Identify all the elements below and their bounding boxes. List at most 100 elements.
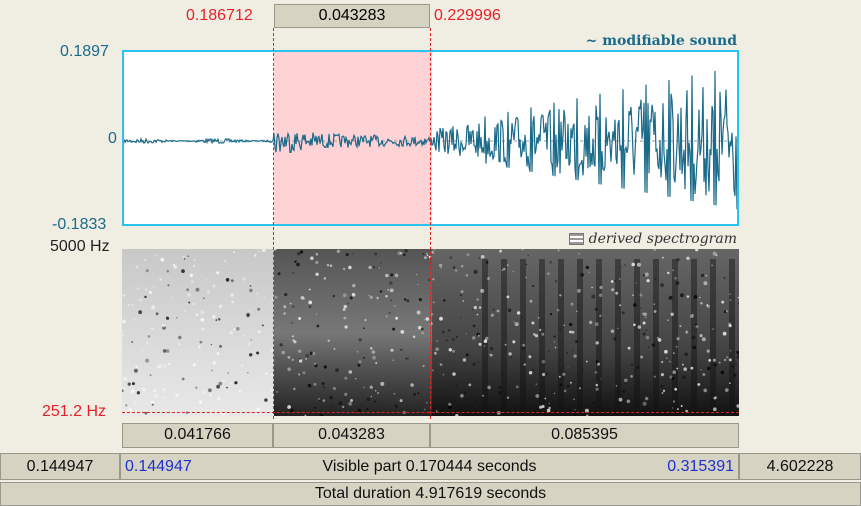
spec-speckle-dot [585, 360, 588, 363]
spec-speckle-dot [578, 387, 581, 390]
spec-speckle-dot [402, 253, 406, 257]
spec-speckle-dot [363, 327, 365, 330]
spec-speckle-dot [498, 386, 501, 389]
spec-speckle-dot [202, 390, 206, 395]
spec-speckle-dot [462, 300, 465, 302]
spec-speckle-dot [366, 397, 371, 401]
spec-speckle-dot [364, 319, 367, 321]
spec-speckle-dot [667, 271, 670, 275]
spec-speckle-dot [572, 349, 574, 351]
spec-speckle-dot [699, 296, 701, 299]
spec-speckle-dot [451, 337, 455, 341]
visible-left-outer-button[interactable]: 0.144947 [0, 453, 120, 480]
spec-speckle-dot [293, 387, 296, 391]
spec-speckle-dot [555, 280, 558, 283]
spec-speckle-dot [400, 348, 403, 351]
spec-speckle-dot [703, 281, 708, 286]
segment-after-button[interactable]: 0.085395 [430, 423, 739, 448]
spec-speckle-dot [487, 385, 491, 390]
total-duration-button[interactable]: Total duration 4.917619 seconds [0, 482, 861, 506]
spec-speckle-dot [378, 267, 380, 269]
spec-speckle-dot [348, 401, 353, 406]
spec-speckle-dot [319, 413, 323, 416]
spec-speckle-dot [632, 294, 634, 296]
spec-speckle-dot [516, 385, 519, 389]
spec-speckle-dot [705, 274, 708, 277]
spec-speckle-dot [161, 323, 166, 328]
spec-speckle-dot [234, 381, 238, 385]
spectrogram-icon [569, 233, 585, 245]
spec-speckle-dot [435, 347, 439, 351]
spec-speckle-dot [731, 365, 734, 368]
spec-speckle-dot [426, 252, 428, 255]
spec-speckle-dot [559, 383, 562, 386]
visible-part-button[interactable]: 0.144947 Visible part 0.170444 seconds 0… [120, 453, 739, 480]
spec-speckle-dot [182, 255, 185, 258]
spec-speckle-dot [150, 400, 154, 404]
spec-speckle-dot [558, 375, 561, 378]
spec-speckle-dot [672, 370, 676, 374]
spec-speckle-dot [421, 331, 425, 335]
spec-speckle-dot [257, 307, 261, 311]
segment-selection-button[interactable]: 0.043283 [273, 423, 430, 448]
spec-speckle-dot [226, 386, 228, 389]
spec-speckle-dot [580, 273, 584, 277]
spec-speckle-dot [729, 293, 731, 295]
waveform-y-max: 0.1897 [60, 43, 109, 60]
spec-speckle-dot [418, 298, 422, 302]
spec-speckle-dot [615, 291, 619, 295]
spec-speckle-dot [356, 350, 359, 353]
spec-speckle-dot [563, 324, 565, 326]
spec-speckle-dot [229, 382, 232, 384]
spec-speckle-dot [545, 373, 548, 376]
visible-right-outer-button[interactable]: 4.602228 [739, 453, 861, 480]
spec-speckle-dot [257, 375, 260, 378]
segment-before-button[interactable]: 0.041766 [122, 423, 273, 448]
spec-speckle-dot [630, 375, 633, 378]
spec-speckle-dot [257, 330, 261, 334]
spec-speckle-dot [426, 402, 428, 404]
spec-speckle-dot [483, 345, 486, 347]
spec-speckle-dot [318, 398, 320, 400]
spec-speckle-dot [418, 325, 422, 330]
spec-speckle-dot [653, 303, 655, 305]
spec-speckle-dot [576, 288, 581, 293]
spec-speckle-dot [393, 392, 396, 395]
spec-speckle-dot [412, 335, 416, 339]
spec-speckle-dot [122, 319, 126, 324]
spec-speckle-dot [122, 333, 125, 337]
spec-speckle-dot [427, 278, 431, 282]
spec-speckle-dot [241, 364, 244, 367]
spec-speckle-dot [478, 306, 482, 309]
spec-speckle-dot [676, 367, 679, 370]
spec-speckle-dot [460, 264, 464, 268]
spec-speckle-dot [277, 272, 281, 276]
spec-speckle-dot [154, 394, 158, 398]
spec-speckle-dot [736, 404, 739, 408]
spectrogram-panel[interactable] [122, 249, 739, 416]
spec-speckle-dot [211, 369, 213, 372]
spec-speckle-dot [439, 363, 443, 366]
spec-speckle-dot [525, 263, 528, 266]
spec-speckle-dot [578, 253, 580, 255]
spec-speckle-dot [293, 340, 297, 344]
spec-speckle-dot [161, 396, 163, 398]
spec-speckle-dot [217, 396, 221, 401]
spec-speckle-dot [680, 405, 683, 407]
spec-speckle-dot [138, 310, 142, 315]
spec-speckle-dot [140, 349, 144, 352]
spec-speckle-dot [472, 324, 476, 328]
spec-speckle-dot [392, 359, 395, 361]
spec-speckle-dot [156, 365, 160, 368]
spec-speckle-dot [253, 254, 257, 257]
spec-speckle-dot [131, 304, 134, 306]
spec-speckle-dot [553, 341, 556, 343]
spec-speckle-dot [498, 390, 502, 395]
spec-speckle-dot [477, 361, 480, 363]
spec-speckle-dot [480, 288, 485, 293]
spec-speckle-dot [298, 349, 302, 353]
spec-speckle-dot [155, 254, 158, 257]
spec-speckle-dot [410, 383, 414, 387]
selection-duration-button[interactable]: 0.043283 [274, 4, 430, 28]
spec-speckle-dot [249, 353, 253, 357]
